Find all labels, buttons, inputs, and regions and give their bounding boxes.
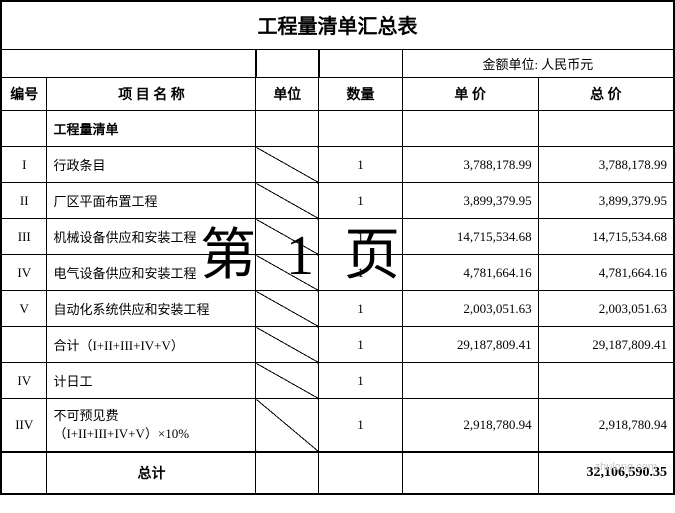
cell-qty: 1 [319,327,403,363]
cell-name: 不可预见费 （I+II+III+IV+V）×10% [47,399,256,453]
cell-no: V [1,291,47,327]
cell-name: 行政条目 [47,147,256,183]
spacer [1,50,256,78]
cell-total: 3,788,178.99 [538,147,674,183]
cell-unit [256,147,319,183]
cell-name: 厂区平面布置工程 [47,183,256,219]
currency-unit-row: 金额单位: 人民币元 [1,50,674,78]
cell-total: 29,187,809.41 [538,327,674,363]
cell-name: 机械设备供应和安装工程 [47,219,256,255]
cell-name: 自动化系统供应和安装工程 [47,291,256,327]
grand-total: 32,106,590.35 [538,452,674,494]
cell-qty [319,111,403,147]
table-row: IIV 不可预见费 （I+II+III+IV+V）×10% 1 2,918,78… [1,399,674,453]
header-row: 编号 项 目 名 称 单位 数量 单 价 总 价 [1,78,674,111]
cell-no: IV [1,363,47,399]
cell-name: 计日工 [47,363,256,399]
cell-qty: 1 [319,219,403,255]
cell-price [402,452,538,494]
cell-price [402,363,538,399]
cell-total: 2,918,780.94 [538,399,674,453]
cell-no: IIV [1,399,47,453]
cell-total [538,363,674,399]
cell-no: IV [1,255,47,291]
cell-price: 29,187,809.41 [402,327,538,363]
header-no: 编号 [1,78,47,111]
header-qty: 数量 [319,78,403,111]
cell-total: 3,899,379.95 [538,183,674,219]
cell-no: I [1,147,47,183]
table-row: 合计（I+II+III+IV+V） 1 29,187,809.41 29,187… [1,327,674,363]
cell-no [1,327,47,363]
cell-qty: 1 [319,291,403,327]
cell-no: III [1,219,47,255]
cell-unit [256,219,319,255]
boq-summary-table: 工程量清单汇总表 金额单位: 人民币元 编号 项 目 名 称 单位 数量 单 价… [0,0,675,495]
section-row: 工程量清单 [1,111,674,147]
cell-unit [256,363,319,399]
cell-name: 合计（I+II+III+IV+V） [47,327,256,363]
header-unit: 单位 [256,78,319,111]
cell-price: 14,715,534.68 [402,219,538,255]
cell-unit [256,327,319,363]
cell-qty [319,452,403,494]
cell-price: 3,899,379.95 [402,183,538,219]
spacer [319,50,403,78]
cell-unit [256,255,319,291]
cell-no [1,111,47,147]
cell-price [402,111,538,147]
cell-unit [256,111,319,147]
cell-unit [256,183,319,219]
cell-name: 电气设备供应和安装工程 [47,255,256,291]
header-total: 总 价 [538,78,674,111]
total-row: 总计 32,106,590.35 [1,452,674,494]
cell-qty: 1 [319,147,403,183]
cell-qty: 1 [319,255,403,291]
table-row: III 机械设备供应和安装工程 1 14,715,534.68 14,715,5… [1,219,674,255]
cell-qty: 1 [319,183,403,219]
cell-total [538,111,674,147]
header-price: 单 价 [402,78,538,111]
table-row: IV 电气设备供应和安装工程 1 4,781,664.16 4,781,664.… [1,255,674,291]
currency-unit: 金额单位: 人民币元 [402,50,674,78]
page-title: 工程量清单汇总表 [1,1,674,50]
cell-qty: 1 [319,363,403,399]
cell-total: 2,003,051.63 [538,291,674,327]
cell-total: 14,715,534.68 [538,219,674,255]
section-label: 工程量清单 [47,111,256,147]
cell-unit [256,399,319,453]
cell-total: 4,781,664.16 [538,255,674,291]
cell-unit [256,291,319,327]
table-row: I 行政条目 1 3,788,178.99 3,788,178.99 [1,147,674,183]
total-label: 总计 [47,452,256,494]
spacer [256,50,319,78]
table-row: IV 计日工 1 [1,363,674,399]
header-name: 项 目 名 称 [47,78,256,111]
cell-unit [256,452,319,494]
cell-qty: 1 [319,399,403,453]
cell-no: II [1,183,47,219]
cell-price: 2,003,051.63 [402,291,538,327]
title-row: 工程量清单汇总表 [1,1,674,50]
cell-price: 2,918,780.94 [402,399,538,453]
table-row: V 自动化系统供应和安装工程 1 2,003,051.63 2,003,051.… [1,291,674,327]
cell-no [1,452,47,494]
cell-price: 4,781,664.16 [402,255,538,291]
cell-price: 3,788,178.99 [402,147,538,183]
table-row: II 厂区平面布置工程 1 3,899,379.95 3,899,379.95 [1,183,674,219]
